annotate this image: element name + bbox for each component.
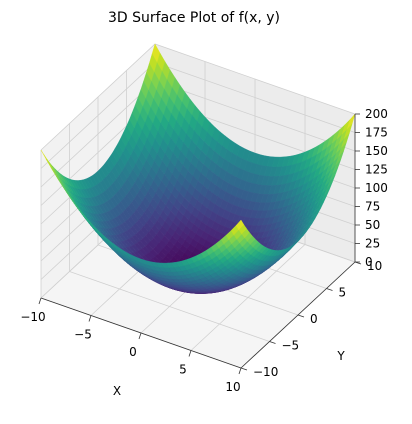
x-tick-mark bbox=[39, 298, 41, 304]
x-axis-title: X bbox=[113, 384, 121, 398]
chart-title: 3D Surface Plot of f(x, y) bbox=[108, 10, 280, 26]
x-tick-mark bbox=[139, 333, 141, 339]
x-tick-label: 0 bbox=[129, 345, 137, 359]
x-tick-mark bbox=[189, 351, 191, 357]
y-tick-label: 0 bbox=[310, 312, 318, 326]
z-tick-label: 175 bbox=[365, 126, 388, 140]
x-tick-label: −10 bbox=[20, 310, 45, 324]
x-tick-label: 5 bbox=[179, 363, 187, 377]
y-tick-mark bbox=[327, 289, 333, 291]
z-tick-label: 150 bbox=[365, 144, 388, 158]
y-tick-mark bbox=[241, 368, 247, 370]
z-tick-label: 25 bbox=[365, 237, 380, 251]
z-tick-label: 0 bbox=[365, 255, 373, 269]
z-tick-label: 200 bbox=[365, 107, 388, 121]
y-tick-label: 5 bbox=[339, 286, 347, 300]
z-tick-label: 125 bbox=[365, 163, 388, 177]
y-axis-title: Y bbox=[336, 349, 345, 363]
x-tick-label: −5 bbox=[74, 328, 92, 342]
z-tick-label: 50 bbox=[365, 218, 380, 232]
x-tick-mark bbox=[239, 368, 241, 374]
y-tick-mark bbox=[298, 315, 304, 317]
x-tick-label: 10 bbox=[225, 380, 240, 394]
x-tick-mark bbox=[89, 316, 91, 322]
z-tick-label: 75 bbox=[365, 200, 380, 214]
z-tick-label: 100 bbox=[365, 181, 388, 195]
y-tick-mark bbox=[270, 342, 276, 344]
y-tick-label: −5 bbox=[282, 339, 300, 353]
y-tick-label: −10 bbox=[253, 365, 278, 379]
